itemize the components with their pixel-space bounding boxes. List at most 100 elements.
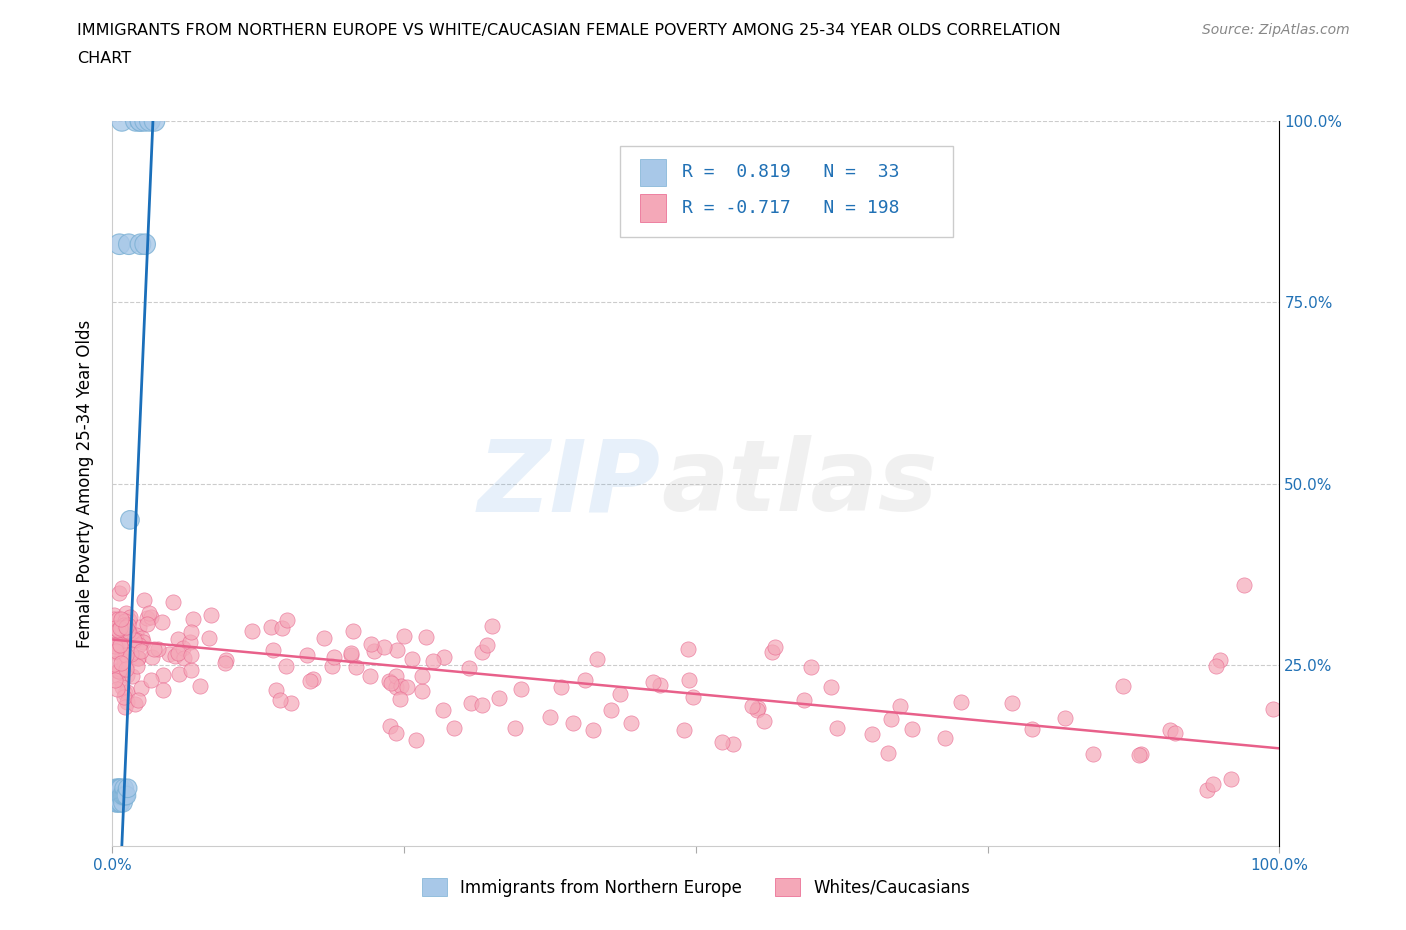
Point [641,674,664,689]
Point [117,618,139,632]
Point [458,661,481,676]
Point [115,668,138,683]
Point [276,612,298,627]
Point [121,669,143,684]
Point [114,613,136,628]
Point [385,725,408,740]
Point [111,788,134,803]
Point [363,644,385,658]
Point [471,698,494,712]
Point [129,237,152,252]
Point [1053,711,1076,725]
Point [1164,725,1187,740]
Text: IMMIGRANTS FROM NORTHERN EUROPE VS WHITE/CAUCASIAN FEMALE POVERTY AMONG 25-34 YE: IMMIGRANTS FROM NORTHERN EUROPE VS WHITE… [77,23,1062,38]
Point [118,612,141,627]
Point [574,673,596,688]
Point [380,676,402,691]
Point [107,781,129,796]
Point [180,647,202,662]
Point [138,605,160,620]
Point [1081,747,1104,762]
Point [104,620,127,635]
Point [388,692,411,707]
Point [117,623,139,638]
Text: ZIP: ZIP [478,435,661,532]
Point [115,684,138,699]
Point [115,647,138,662]
Point [124,697,146,711]
Point [385,679,408,694]
Point [488,690,510,705]
Point [128,619,150,634]
Point [269,693,291,708]
Point [118,237,141,252]
Point [673,723,696,737]
Point [173,651,195,666]
Point [401,651,423,666]
Point [108,795,131,810]
Point [128,637,150,652]
Point [214,656,236,671]
Point [105,682,128,697]
Point [110,639,132,654]
Point [443,721,465,736]
Point [1195,782,1218,797]
Point [108,663,131,678]
Point [422,654,444,669]
Point [166,645,188,660]
Point [321,659,343,674]
Point [111,113,134,128]
Point [761,645,783,660]
Point [108,637,131,652]
Point [117,655,139,670]
Point [342,623,364,638]
Point [741,699,763,714]
Point [125,628,148,643]
Point [148,642,170,657]
FancyBboxPatch shape [620,146,953,237]
Point [1021,722,1043,737]
Point [509,682,531,697]
Point [179,634,201,649]
Point [111,660,134,675]
Point [800,659,823,674]
Point [1202,777,1225,791]
Legend: Immigrants from Northern Europe, Whites/Caucasians: Immigrants from Northern Europe, Whites/… [415,871,977,903]
Point [538,710,561,724]
FancyBboxPatch shape [640,159,665,186]
Point [108,781,131,796]
Point [312,631,335,645]
Point [172,641,194,656]
Point [648,678,671,693]
Point [112,653,135,668]
Point [103,628,125,643]
Point [262,643,284,658]
Point [877,746,900,761]
Point [1220,771,1243,786]
Point [107,612,129,627]
Point [323,650,346,665]
Point [125,658,148,673]
Y-axis label: Female Poverty Among 25-34 Year Olds: Female Poverty Among 25-34 Year Olds [76,320,94,647]
Point [103,672,125,687]
Point [108,237,131,252]
Point [110,662,132,677]
Point [112,689,135,704]
Point [117,781,139,796]
Point [949,695,972,710]
Point [723,737,745,751]
Point [152,683,174,698]
Point [340,645,363,660]
Point [385,669,408,684]
Point [118,512,141,527]
Point [678,642,700,657]
Point [180,663,202,678]
Point [678,672,700,687]
Point [470,644,492,659]
Point [165,648,187,663]
Point [503,721,526,736]
Point [880,711,903,726]
Point [825,720,848,735]
Point [242,623,264,638]
Point [1208,653,1230,668]
